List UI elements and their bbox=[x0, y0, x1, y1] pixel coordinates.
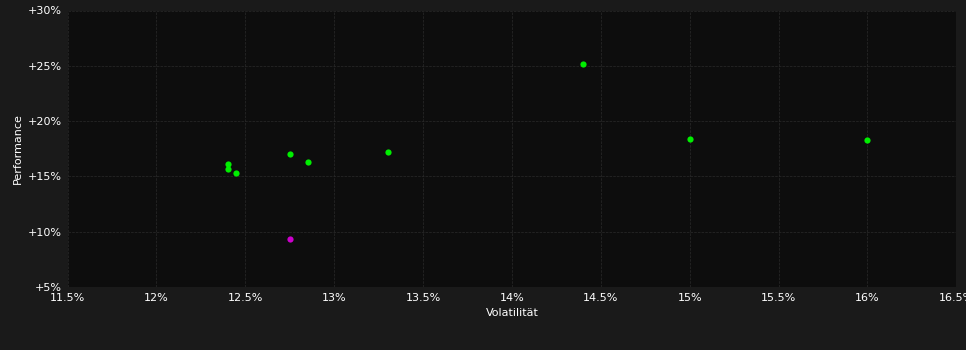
Point bbox=[380, 149, 395, 155]
Point bbox=[682, 136, 697, 142]
Point bbox=[282, 237, 298, 242]
Point bbox=[229, 170, 244, 176]
Point bbox=[220, 166, 236, 172]
Y-axis label: Performance: Performance bbox=[13, 113, 22, 184]
Point bbox=[860, 137, 875, 143]
Point bbox=[299, 159, 315, 165]
Point bbox=[220, 161, 236, 167]
X-axis label: Volatilität: Volatilität bbox=[486, 308, 538, 318]
Point bbox=[576, 61, 591, 66]
Point bbox=[282, 152, 298, 157]
